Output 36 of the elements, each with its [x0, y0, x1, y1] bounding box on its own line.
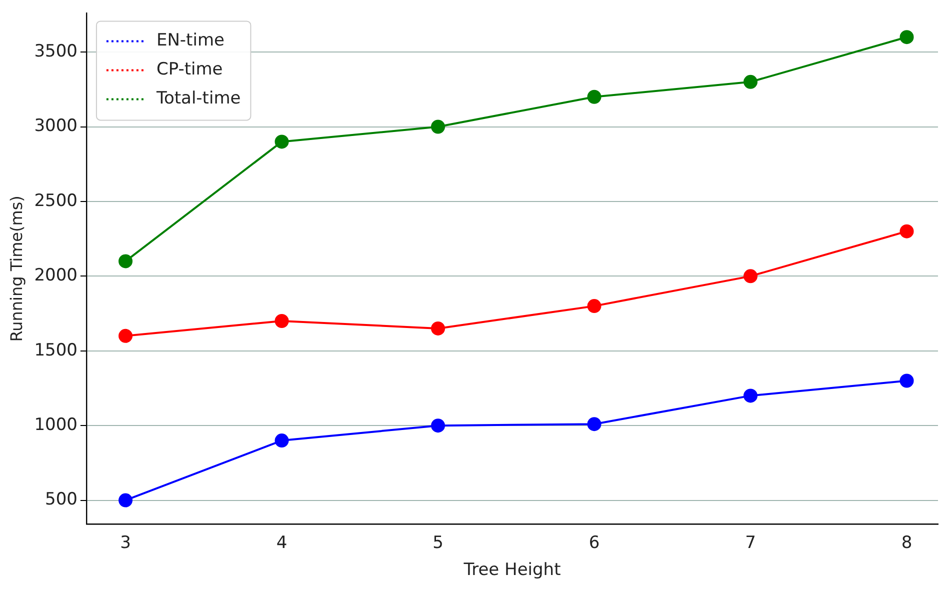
- y-tick-label: 2500: [34, 190, 78, 211]
- point: [118, 328, 133, 343]
- legend-label: CP-time: [156, 60, 223, 80]
- x-tick-label: 3: [120, 532, 131, 553]
- point: [274, 134, 289, 149]
- point: [587, 90, 602, 104]
- point: [900, 224, 914, 238]
- x-tick-label: 8: [901, 532, 912, 553]
- point: [744, 388, 758, 403]
- point: [900, 30, 914, 44]
- y-tick-label: 1000: [34, 415, 78, 436]
- point: [744, 74, 758, 89]
- y-tick-label: 3000: [34, 116, 78, 136]
- x-tick-label: 6: [588, 532, 600, 553]
- y-tick-label: 500: [45, 490, 78, 510]
- point: [587, 417, 602, 432]
- x-tick-label: 7: [745, 532, 756, 553]
- x-tick-label: 5: [432, 532, 444, 553]
- legend-label: EN-time: [156, 30, 224, 51]
- y-axis-title: Running Time(ms): [6, 196, 26, 342]
- point: [274, 434, 289, 448]
- point: [431, 418, 446, 433]
- point: [431, 120, 446, 134]
- point: [900, 374, 914, 388]
- point: [118, 493, 133, 508]
- legend-label: Total-time: [155, 88, 241, 109]
- y-tick-label: 3500: [34, 41, 78, 62]
- point: [118, 254, 133, 268]
- y-tick-label: 1500: [34, 340, 78, 360]
- y-tick-label: 2000: [34, 266, 78, 286]
- point: [744, 269, 758, 284]
- point: [431, 321, 446, 336]
- x-axis-title: Tree Height: [462, 560, 562, 580]
- x-tick-label: 4: [276, 532, 288, 553]
- point: [587, 299, 602, 314]
- point: [274, 314, 289, 328]
